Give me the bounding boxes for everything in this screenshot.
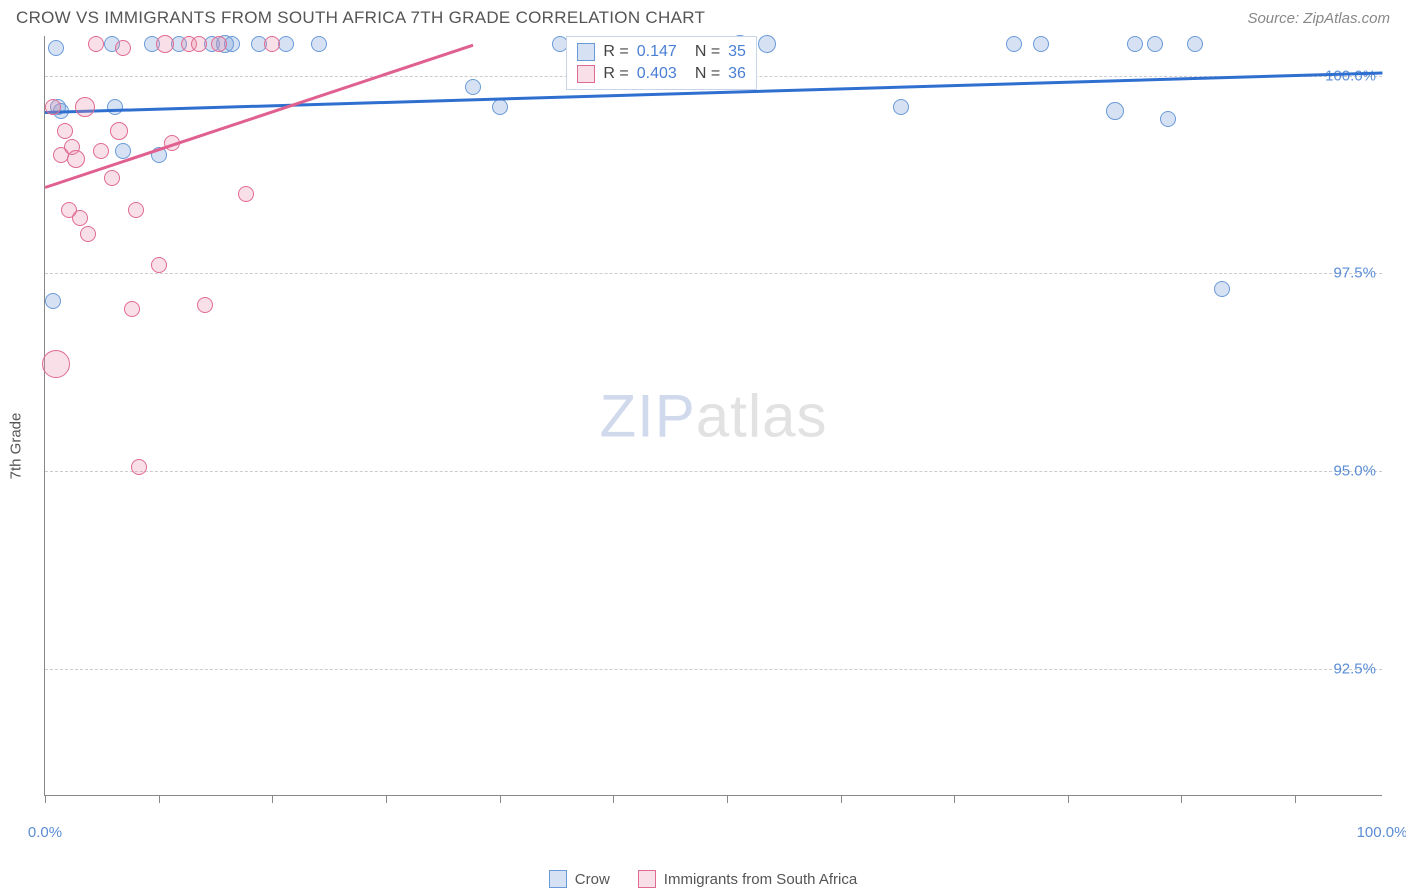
data-point xyxy=(492,99,508,115)
legend-swatch xyxy=(638,870,656,888)
data-point xyxy=(67,150,85,168)
data-point xyxy=(57,123,73,139)
n-value: 36 xyxy=(728,65,746,83)
gridline xyxy=(45,471,1382,472)
data-point xyxy=(211,36,227,52)
data-point xyxy=(238,186,254,202)
data-point xyxy=(88,36,104,52)
data-point xyxy=(552,36,568,52)
x-tick-mark xyxy=(45,795,46,803)
x-tick-mark xyxy=(841,795,842,803)
legend-label: Immigrants from South Africa xyxy=(664,871,857,888)
x-tick-label: 100.0% xyxy=(1357,824,1406,841)
r-value: 0.147 xyxy=(637,43,677,61)
x-tick-mark xyxy=(1295,795,1296,803)
x-tick-mark xyxy=(954,795,955,803)
data-point xyxy=(758,35,776,53)
data-point xyxy=(465,79,481,95)
gridline xyxy=(45,273,1382,274)
data-point xyxy=(107,99,123,115)
data-point xyxy=(893,99,909,115)
data-point xyxy=(110,122,128,140)
x-tick-mark xyxy=(1068,795,1069,803)
data-point xyxy=(264,36,280,52)
data-point xyxy=(311,36,327,52)
data-point xyxy=(115,143,131,159)
x-tick-mark xyxy=(386,795,387,803)
data-point xyxy=(80,226,96,242)
y-tick-label: 100.0% xyxy=(1325,67,1376,84)
scatter-plot: ZIPatlas 100.0%97.5%95.0%92.5%0.0%100.0%… xyxy=(44,36,1382,796)
stats-row: R = 0.147 N = 35 xyxy=(577,41,746,63)
data-point xyxy=(151,257,167,273)
data-point xyxy=(48,40,64,56)
data-point xyxy=(1147,36,1163,52)
watermark: ZIPatlas xyxy=(599,381,827,450)
y-tick-label: 97.5% xyxy=(1333,265,1376,282)
data-point xyxy=(1127,36,1143,52)
n-value: 35 xyxy=(728,43,746,61)
data-point xyxy=(131,459,147,475)
data-point xyxy=(1214,281,1230,297)
x-tick-mark xyxy=(500,795,501,803)
legend-item: Immigrants from South Africa xyxy=(638,870,857,888)
legend-swatch xyxy=(549,870,567,888)
r-label: R = xyxy=(603,65,628,83)
source-label: Source: ZipAtlas.com xyxy=(1247,10,1390,27)
data-point xyxy=(1187,36,1203,52)
data-point xyxy=(128,202,144,218)
x-tick-mark xyxy=(272,795,273,803)
data-point xyxy=(1033,36,1049,52)
data-point xyxy=(1106,102,1124,120)
legend-label: Crow xyxy=(575,871,610,888)
n-label: N = xyxy=(695,65,720,83)
legend-item: Crow xyxy=(549,870,610,888)
x-tick-mark xyxy=(727,795,728,803)
r-value: 0.403 xyxy=(637,65,677,83)
x-tick-label: 0.0% xyxy=(28,824,62,841)
y-axis-label: 7th Grade xyxy=(8,413,25,480)
data-point xyxy=(72,210,88,226)
data-point xyxy=(45,99,61,115)
x-tick-mark xyxy=(159,795,160,803)
data-point xyxy=(1160,111,1176,127)
data-point xyxy=(124,301,140,317)
chart-title: CROW VS IMMIGRANTS FROM SOUTH AFRICA 7TH… xyxy=(16,8,705,28)
y-tick-label: 92.5% xyxy=(1333,660,1376,677)
stats-box: R = 0.147 N = 35 R = 0.403 N = 36 xyxy=(566,36,757,90)
trend-line xyxy=(45,44,474,189)
data-point xyxy=(156,35,174,53)
y-tick-label: 95.0% xyxy=(1333,462,1376,479)
stats-row: R = 0.403 N = 36 xyxy=(577,63,746,85)
data-point xyxy=(42,350,70,378)
data-point xyxy=(104,170,120,186)
x-tick-mark xyxy=(613,795,614,803)
data-point xyxy=(115,40,131,56)
n-label: N = xyxy=(695,43,720,61)
series-swatch xyxy=(577,43,595,61)
legend: Crow Immigrants from South Africa xyxy=(0,870,1406,888)
x-tick-mark xyxy=(1181,795,1182,803)
data-point xyxy=(191,36,207,52)
data-point xyxy=(45,293,61,309)
series-swatch xyxy=(577,65,595,83)
data-point xyxy=(1006,36,1022,52)
gridline xyxy=(45,669,1382,670)
data-point xyxy=(75,97,95,117)
r-label: R = xyxy=(603,43,628,61)
data-point xyxy=(93,143,109,159)
data-point xyxy=(197,297,213,313)
